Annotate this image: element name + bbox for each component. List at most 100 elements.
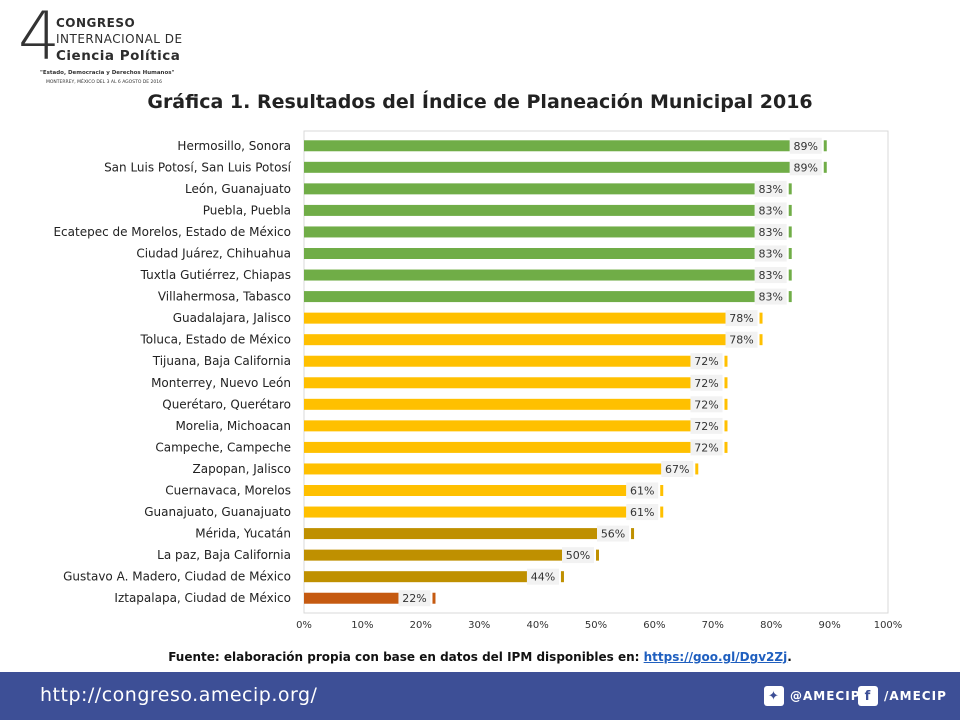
bar-10 — [304, 355, 691, 367]
source-note: Fuente: elaboración propia con base en d… — [0, 650, 960, 664]
bar-end-12 — [724, 398, 728, 410]
data-label-15: 67% — [665, 463, 689, 476]
source-suffix: . — [787, 650, 792, 664]
data-label-box-4 — [754, 223, 787, 240]
data-label-18: 56% — [601, 528, 625, 541]
data-label-box-6 — [754, 267, 787, 284]
data-label-10: 72% — [694, 355, 718, 368]
footer-bar: http://congreso.amecip.org/ ✦ @AMECIP f … — [0, 672, 960, 720]
site-url[interactable]: http://congreso.amecip.org/ — [40, 684, 318, 706]
data-label-20: 44% — [531, 571, 555, 584]
logo-number: 4 — [18, 0, 60, 75]
x-tick-label-6: 60% — [643, 620, 665, 631]
bar-5 — [304, 248, 755, 259]
category-label-0: Hermosillo, Sonora — [177, 139, 291, 153]
bar-11 — [304, 377, 691, 389]
bar-end-5 — [788, 248, 792, 259]
data-label-13: 72% — [694, 420, 718, 433]
bar-13 — [304, 420, 691, 432]
category-label-1: San Luis Potosí, San Luis Potosí — [104, 160, 292, 174]
bar-9 — [304, 334, 726, 346]
bar-end-15 — [695, 463, 699, 475]
data-label-box-5 — [754, 245, 787, 262]
category-label-15: Zapopan, Jalisco — [193, 462, 292, 476]
bar-7 — [304, 291, 755, 303]
x-tick-label-3: 30% — [468, 620, 490, 631]
data-label-5: 83% — [758, 248, 782, 261]
x-tick-label-9: 90% — [818, 620, 840, 631]
logo-tagline: "Estado, Democracia y Derechos Humanos" — [40, 70, 175, 76]
bar-20 — [304, 571, 527, 583]
twitter-handle[interactable]: ✦ @AMECIP — [764, 686, 861, 706]
category-label-3: Puebla, Puebla — [203, 203, 291, 217]
bar-14 — [304, 441, 691, 453]
bar-end-9 — [759, 334, 763, 346]
bar-end-3 — [788, 204, 792, 216]
data-label-1: 89% — [794, 161, 818, 174]
data-label-box-9 — [725, 331, 758, 348]
data-label-box-21 — [398, 590, 431, 607]
data-label-box-11 — [690, 374, 723, 391]
bar-end-18 — [631, 528, 635, 540]
data-label-11: 72% — [694, 377, 718, 390]
bar-end-16 — [660, 485, 664, 496]
data-label-box-12 — [690, 396, 723, 413]
logo-location: MONTERREY, MÉXICO DEL 3 AL 6 AGOSTO DE 2… — [46, 80, 162, 85]
data-label-7: 83% — [758, 291, 782, 304]
category-label-6: Tuxtla Gutiérrez, Chiapas — [140, 268, 291, 282]
x-tick-label-4: 40% — [526, 620, 548, 631]
category-label-12: Querétaro, Querétaro — [162, 397, 291, 411]
data-label-8: 78% — [729, 312, 753, 325]
data-label-14: 72% — [694, 441, 718, 454]
bar-0 — [304, 140, 790, 152]
category-label-16: Cuernavaca, Morelos — [165, 484, 291, 498]
bar-17 — [304, 506, 627, 518]
twitter-label: @AMECIP — [790, 689, 861, 703]
data-label-box-3 — [754, 202, 787, 219]
x-tick-label-10: 100% — [874, 620, 903, 631]
bar-end-20 — [560, 571, 564, 583]
bar-12 — [304, 398, 691, 410]
facebook-handle[interactable]: f /AMECIP — [858, 686, 947, 706]
data-label-2: 83% — [758, 183, 782, 196]
congress-logo: 4 Congreso Internacional de Ciencia Polí… — [18, 4, 198, 88]
chart-title: Gráfica 1. Resultados del Índice de Plan… — [147, 91, 813, 113]
category-label-8: Guadalajara, Jalisco — [173, 311, 291, 325]
x-tick-label-1: 10% — [351, 620, 373, 631]
bar-end-8 — [759, 312, 763, 324]
bar-end-2 — [788, 183, 792, 195]
logo-line-2: Internacional de — [56, 32, 183, 46]
category-label-21: Iztapalapa, Ciudad de México — [114, 591, 291, 605]
data-label-box-18 — [597, 525, 630, 542]
category-label-11: Monterrey, Nuevo León — [151, 376, 291, 390]
bar-end-4 — [788, 226, 792, 238]
source-link[interactable]: https://goo.gl/Dgv2Zj — [643, 650, 788, 664]
category-label-19: La paz, Baja California — [157, 548, 291, 562]
data-label-17: 61% — [630, 506, 654, 519]
category-label-10: Tijuana, Baja California — [152, 354, 291, 368]
bar-end-17 — [660, 506, 664, 518]
category-label-2: León, Guanajuato — [185, 182, 291, 196]
data-label-box-1 — [789, 159, 822, 176]
x-tick-label-5: 50% — [585, 620, 607, 631]
data-label-box-8 — [725, 310, 758, 327]
bar-end-13 — [724, 420, 728, 432]
data-label-box-2 — [754, 180, 787, 197]
x-tick-label-7: 70% — [702, 620, 724, 631]
data-label-16: 61% — [630, 485, 654, 498]
logo-line-3: Ciencia Política — [56, 48, 181, 64]
bar-end-14 — [724, 441, 728, 453]
category-label-9: Toluca, Estado de México — [139, 333, 291, 347]
data-label-0: 89% — [794, 140, 818, 153]
twitter-icon: ✦ — [764, 686, 784, 706]
category-label-18: Mérida, Yucatán — [195, 527, 291, 541]
category-label-7: Villahermosa, Tabasco — [158, 290, 291, 304]
bar-end-21 — [432, 592, 436, 604]
bar-end-1 — [823, 161, 827, 173]
bar-16 — [304, 485, 627, 496]
bar-end-11 — [724, 377, 728, 389]
data-label-box-17 — [626, 504, 659, 521]
data-label-21: 22% — [402, 592, 426, 605]
source-text: Fuente: elaboración propia con base en d… — [168, 650, 644, 664]
